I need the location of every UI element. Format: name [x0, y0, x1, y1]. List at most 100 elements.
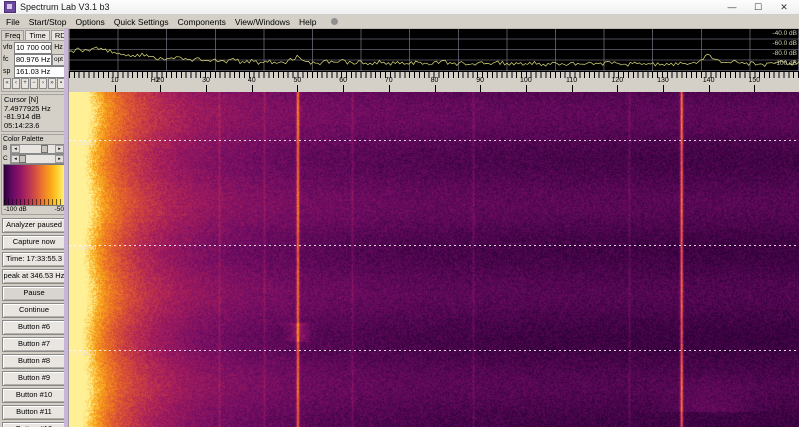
db-label-60: -60.0 dB [772, 40, 797, 47]
vfo-row: vfo 10 700 000 Hz [3, 41, 65, 54]
sp-input[interactable]: 161.03 Hz [14, 65, 65, 78]
brightness-increase-icon[interactable]: ▸ [55, 144, 64, 153]
peak-readout-button[interactable]: peak at 346.53 Hz [2, 269, 66, 285]
ruler-minor-ticks [69, 72, 799, 78]
ruler-label-20: 20 [156, 77, 165, 84]
minimize-icon[interactable]: — [727, 2, 737, 12]
menu-item-quick-settings[interactable]: Quick Settings [113, 16, 169, 27]
zoom-out-button[interactable]: − [30, 78, 38, 89]
button-11[interactable]: Button #11 [2, 405, 66, 421]
maximize-icon[interactable]: ☐ [753, 1, 763, 12]
ruler-label-150: 150 [748, 77, 761, 84]
waterfall-time-label-1: 05:25:00 [71, 140, 97, 147]
palette-scale-max: -50 [54, 206, 64, 214]
ruler-tick-40 [251, 85, 253, 92]
pause-button[interactable]: Pause [2, 286, 66, 302]
ruler-label-30: 30 [202, 77, 210, 84]
contrast-increase-icon[interactable]: ▸ [55, 154, 64, 163]
color-palette-panel: Color Palette B ◂ ▸ C ◂ ▸ [1, 134, 67, 216]
button-8[interactable]: Button #8 [2, 354, 66, 370]
ruler-tick-110 [571, 85, 573, 92]
brightness-label: B [3, 145, 8, 153]
sp-row: sp 161.03 Hz [3, 65, 65, 78]
waterfall-time-gridline-1 [69, 140, 799, 141]
spectrum-trace [69, 46, 799, 67]
contrast-slider-row: C ◂ ▸ [3, 153, 65, 164]
spectrum-db-labels: -40.0 dB -60.0 dB -80.0 dB -100 dB [758, 29, 798, 71]
menu-item-file[interactable]: File [6, 16, 20, 27]
zoom-in-button[interactable]: + [21, 78, 29, 89]
window-title: Spectrum Lab V3.1 b3 [20, 2, 110, 12]
capture-now-button[interactable]: Capture now [2, 235, 66, 251]
time-readout-button[interactable]: Time: 17:33:55.3 [2, 252, 66, 268]
fc-label: fc [3, 56, 9, 63]
cursor-frequency: 7.4977925 Hz [4, 103, 51, 113]
ruler-label-120: 120 [611, 77, 624, 84]
button-12[interactable]: Button #12 [2, 422, 66, 427]
fc-input[interactable]: 80.976 Hz [14, 53, 52, 66]
brightness-slider[interactable]: ◂ ▸ [10, 143, 65, 154]
ruler-tick-130 [662, 85, 664, 92]
scroll-left-fast-button[interactable]: « [3, 78, 11, 89]
menu-item-options[interactable]: Options [75, 16, 105, 27]
db-label-80: -80.0 dB [772, 50, 797, 57]
button-7[interactable]: Button #7 [2, 337, 66, 353]
frequency-tabs: Freq Time RDF [1, 30, 68, 40]
ruler-label-90: 90 [476, 77, 485, 84]
panel-scrollbar[interactable] [64, 29, 68, 427]
contrast-slider[interactable]: ◂ ▸ [10, 153, 65, 164]
palette-scale: -100 dB -50 [3, 206, 65, 213]
scroll-right-button[interactable]: › [39, 78, 47, 89]
ruler-unit-label: Hz [150, 77, 160, 84]
control-panel: Freq Time RDF vfo 10 700 000 Hz fc 80.97… [0, 29, 69, 427]
menu-item-start-stop[interactable]: Start/Stop [28, 16, 67, 27]
ruler-tick-80 [434, 85, 436, 92]
tab-freq[interactable]: Freq [1, 30, 25, 40]
zoom-arrow-buttons: « ‹ + − › » ▪ [3, 78, 65, 89]
spectrum-graph[interactable]: -40.0 dB -60.0 dB -80.0 dB -100 dB [69, 29, 799, 71]
button-10[interactable]: Button #10 [2, 388, 66, 404]
color-palette-title: Color Palette [3, 136, 44, 144]
analyzer-status-button[interactable]: Analyzer paused [2, 218, 66, 234]
palette-gradient[interactable] [3, 164, 65, 207]
waterfall-display[interactable]: 05:25:00 05:20:00 05:15:00 [69, 92, 799, 427]
ruler-label-130: 130 [657, 77, 669, 84]
brightness-thumb[interactable] [41, 144, 48, 153]
frequency-ruler[interactable]: 10 20 30 40 50 60 70 80 90 100 110 120 130 140 150 Hz [69, 71, 799, 92]
continue-button[interactable]: Continue [2, 303, 66, 319]
cursor-info-panel: Cursor [N] 7.4977925 Hz -81.914 dB 05:14… [1, 94, 67, 133]
display-area: -40.0 dB -60.0 dB -80.0 dB -100 dB 10 20 3… [69, 29, 799, 427]
palette-gradient-ticks [4, 199, 64, 206]
status-indicator-icon [331, 18, 339, 25]
brightness-decrease-icon[interactable]: ◂ [11, 144, 20, 153]
menu-item-components[interactable]: Components [177, 16, 226, 27]
scroll-left-button[interactable]: ‹ [12, 78, 20, 89]
ruler-label-10: 10 [110, 77, 119, 84]
scroll-right-fast-button[interactable]: » [48, 78, 56, 89]
tab-rdf[interactable]: RDF [50, 30, 68, 40]
ruler-tick-30 [206, 85, 208, 92]
ruler-tick-150 [754, 85, 756, 92]
status-button-stack: Analyzer paused Capture now Time: 17:33:… [0, 218, 68, 319]
frequency-fields: vfo 10 700 000 Hz fc 80.976 Hz opt sp 16… [1, 40, 67, 92]
menu-item-help[interactable]: Help [298, 16, 317, 27]
waterfall-time-gridline-2 [69, 245, 799, 246]
ruler-tick-120 [617, 85, 619, 92]
waterfall-canvas[interactable] [69, 92, 799, 427]
ruler-tick-70 [388, 85, 390, 92]
fc-row: fc 80.976 Hz opt [3, 53, 65, 66]
button-6[interactable]: Button #6 [2, 320, 66, 336]
menu-item-view-windows[interactable]: View/Windows [234, 16, 290, 27]
close-icon[interactable]: ✕ [780, 1, 788, 12]
ruler-label-100: 100 [520, 77, 532, 84]
tab-time[interactable]: Time [25, 30, 50, 40]
vfo-unit: Hz [54, 44, 63, 51]
button-9[interactable]: Button #9 [2, 371, 66, 387]
cursor-title: Cursor [N] [4, 95, 39, 104]
generic-button-stack: Button #6 Button #7 Button #8 Button #9 … [0, 320, 68, 427]
waterfall-time-label-2: 05:20:00 [71, 245, 97, 252]
vfo-input[interactable]: 10 700 000 [14, 41, 52, 54]
ruler-label-40: 40 [247, 77, 256, 84]
sp-label: sp [3, 68, 11, 75]
contrast-thumb[interactable] [19, 154, 26, 163]
